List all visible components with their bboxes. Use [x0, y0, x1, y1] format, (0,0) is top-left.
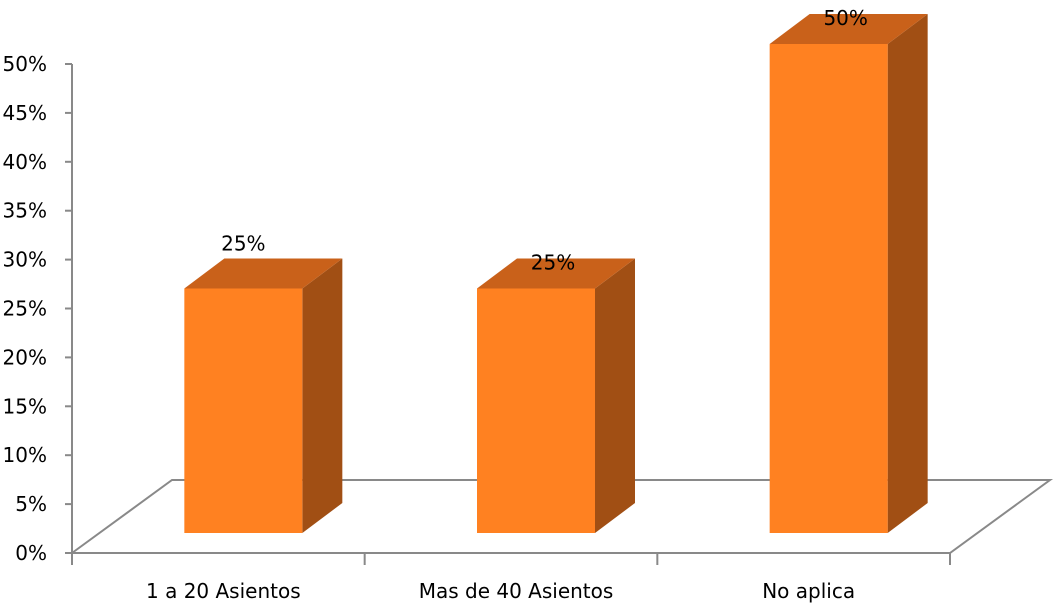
y-tick-label: 40%	[3, 150, 47, 174]
bar-top	[184, 258, 343, 289]
bar-top	[477, 258, 635, 289]
bar	[184, 288, 303, 533]
bar-side	[887, 14, 928, 533]
y-tick-label: 30%	[3, 248, 47, 272]
x-category-label: No aplica	[762, 579, 855, 603]
chart-labels: 25% 1 a 20 Asientos 25% Mas de 40 Asientos 5…	[146, 6, 868, 603]
y-tick-label: 35%	[3, 199, 47, 223]
data-label: 50%	[823, 6, 867, 30]
data-label: 25%	[531, 251, 575, 275]
x-category-label: 1 a 20 Asientos	[146, 579, 301, 603]
bar	[477, 288, 595, 533]
data-label: 25%	[221, 232, 265, 256]
y-tick-label: 50%	[3, 52, 47, 76]
bar-side	[595, 258, 635, 533]
bar-side	[302, 258, 343, 533]
bar	[769, 44, 888, 533]
y-tick-label: 15%	[3, 394, 47, 418]
y-tick-label: 10%	[3, 443, 47, 467]
chart-bars	[184, 14, 928, 533]
y-tick-label: 25%	[3, 297, 47, 321]
y-tick-label: 0%	[15, 541, 47, 565]
chart-axes: 0% 5% 10% 15% 20% 25% 30% 35% 40% 45% 50%	[3, 52, 951, 565]
y-tick-label: 20%	[3, 345, 47, 369]
bar-top	[769, 14, 928, 44]
x-category-label: Mas de 40 Asientos	[419, 579, 614, 603]
y-tick-label: 45%	[3, 101, 47, 125]
y-tick-label: 5%	[15, 492, 47, 516]
